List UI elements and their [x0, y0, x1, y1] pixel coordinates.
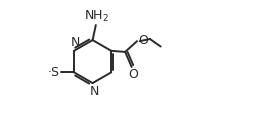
- Text: N: N: [90, 85, 100, 98]
- Text: NH$_2$: NH$_2$: [84, 9, 109, 24]
- Text: O: O: [128, 68, 138, 81]
- Text: O: O: [138, 34, 148, 47]
- Text: ·S: ·S: [48, 66, 60, 79]
- Text: N: N: [70, 36, 80, 49]
